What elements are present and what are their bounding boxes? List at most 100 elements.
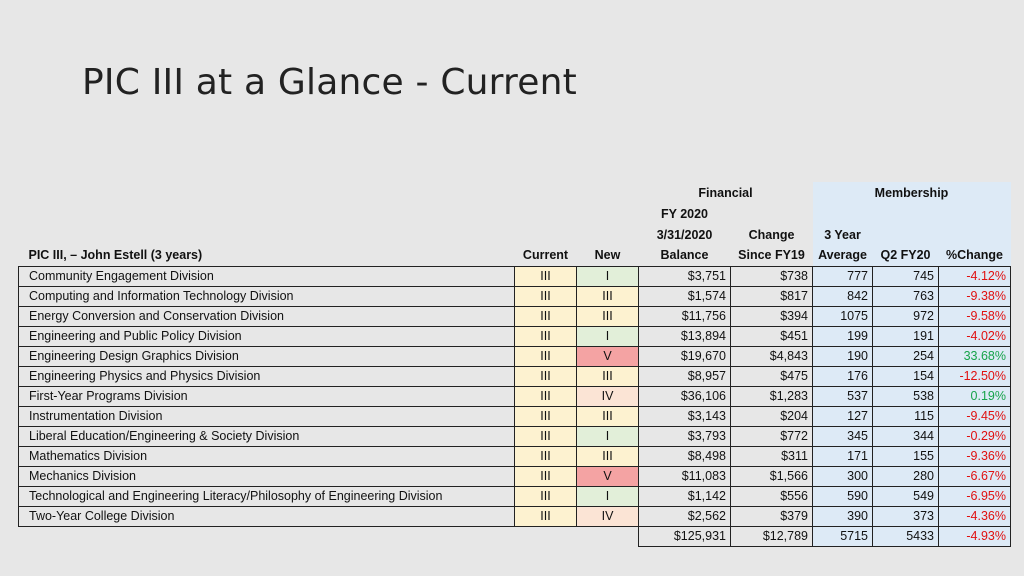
change-since-fy19: $738: [730, 265, 813, 287]
avg-header-line2: Average: [812, 245, 873, 266]
fy2020-balance: $3,143: [638, 405, 731, 427]
table-row: Engineering Design Graphics Division III V…: [18, 345, 1011, 367]
pct-change: -6.67%: [938, 465, 1011, 487]
current-level: III: [514, 425, 577, 447]
fy-header-line1: FY 2020: [660, 206, 709, 221]
total-pct: -4.93%: [938, 525, 1011, 547]
new-level: III: [576, 445, 639, 467]
change-since-fy19: $379: [730, 505, 813, 527]
division-name: Energy Conversion and Conservation Divis…: [18, 305, 515, 327]
table-row: Two-Year College Division III IV $2,562 $379…: [18, 505, 1011, 527]
pct-change: -9.38%: [938, 285, 1011, 307]
three-year-average: 1075: [812, 305, 873, 327]
three-year-average: 300: [812, 465, 873, 487]
fy2020-balance: $1,142: [638, 485, 731, 507]
pct-change: -4.02%: [938, 325, 1011, 347]
table-body: Community Engagement Division III I $3,751 $…: [18, 265, 1011, 527]
total-q2: 5433: [872, 525, 939, 547]
pct-change: -4.36%: [938, 505, 1011, 527]
q2-fy20: 763: [872, 285, 939, 307]
slide-title: PIC III at a Glance - Current: [82, 62, 577, 103]
table-row: First-Year Programs Division III IV $36,106…: [18, 385, 1011, 407]
change-since-fy19: $817: [730, 285, 813, 307]
q2-column-header: Q2 FY20: [872, 245, 939, 266]
fy2020-balance: $11,756: [638, 305, 731, 327]
fy2020-balance: $11,083: [638, 465, 731, 487]
current-level: III: [514, 285, 577, 307]
new-level: V: [576, 465, 639, 487]
new-level: V: [576, 345, 639, 367]
change-since-fy19: $4,843: [730, 345, 813, 367]
new-level: I: [576, 425, 639, 447]
fy2020-balance: $8,498: [638, 445, 731, 467]
pct-change: -9.58%: [938, 305, 1011, 327]
current-level: III: [514, 325, 577, 347]
q2-fy20: 549: [872, 485, 939, 507]
change-since-fy19: $394: [730, 305, 813, 327]
current-level: III: [514, 365, 577, 387]
current-level: III: [514, 385, 577, 407]
three-year-average: 590: [812, 485, 873, 507]
name-column-header: PIC III, – John Estell (3 years): [28, 248, 203, 263]
current-level: III: [514, 445, 577, 467]
current-level: III: [514, 465, 577, 487]
new-level: IV: [576, 385, 639, 407]
fy2020-balance: $1,574: [638, 285, 731, 307]
three-year-average: 390: [812, 505, 873, 527]
q2-fy20: 373: [872, 505, 939, 527]
new-level: III: [576, 305, 639, 327]
three-year-average: 176: [812, 365, 873, 387]
q2-fy20: 972: [872, 305, 939, 327]
current-column-header: Current: [522, 248, 569, 263]
three-year-average: 127: [812, 405, 873, 427]
three-year-average: 345: [812, 425, 873, 447]
pct-column-header: %Change: [938, 245, 1011, 266]
current-level: III: [514, 305, 577, 327]
glance-table: Financial Membership FY 2020 3/31/2020 C…: [18, 182, 1011, 547]
pct-change: -9.45%: [938, 405, 1011, 427]
table-row: Energy Conversion and Conservation Divis…: [18, 305, 1011, 327]
totals-row: $125,931 $12,789 5715 5433 -4.93%: [19, 525, 1011, 547]
pct-change: -0.29%: [938, 425, 1011, 447]
pct-change: -9.36%: [938, 445, 1011, 467]
new-level: IV: [576, 505, 639, 527]
pct-change: -6.95%: [938, 485, 1011, 507]
division-name: Computing and Information Technology Div…: [18, 285, 515, 307]
pct-change: -4.12%: [938, 265, 1011, 287]
three-year-average: 842: [812, 285, 873, 307]
table-row: Liberal Education/Engineering & Society …: [18, 425, 1011, 447]
division-name: Technological and Engineering Literacy/P…: [18, 485, 515, 507]
pct-change: -12.50%: [938, 365, 1011, 387]
three-year-average: 199: [812, 325, 873, 347]
fy2020-balance: $36,106: [638, 385, 731, 407]
current-level: III: [514, 265, 577, 287]
current-level: III: [514, 405, 577, 427]
q2-fy20: 154: [872, 365, 939, 387]
three-year-average: 171: [812, 445, 873, 467]
q2-fy20: 155: [872, 445, 939, 467]
three-year-average: 190: [812, 345, 873, 367]
q2-fy20: 254: [872, 345, 939, 367]
change-header-line2: Since FY19: [738, 248, 805, 263]
q2-fy20: 538: [872, 385, 939, 407]
division-name: Liberal Education/Engineering & Society …: [18, 425, 515, 447]
new-level: III: [576, 285, 639, 307]
table-row: Technological and Engineering Literacy/P…: [18, 485, 1011, 507]
q2-fy20: 344: [872, 425, 939, 447]
change-since-fy19: $1,283: [730, 385, 813, 407]
total-balance: $125,931: [638, 525, 731, 547]
change-since-fy19: $311: [730, 445, 813, 467]
table-row: Engineering Physics and Physics Division…: [18, 365, 1011, 387]
change-header-line1: Change: [748, 227, 795, 242]
membership-group-header: Membership: [812, 182, 1011, 203]
current-level: III: [514, 505, 577, 527]
new-level: I: [576, 325, 639, 347]
current-level: III: [514, 485, 577, 507]
q2-fy20: 745: [872, 265, 939, 287]
pct-change: 0.19%: [938, 385, 1011, 407]
change-since-fy19: $204: [730, 405, 813, 427]
fy2020-balance: $2,562: [638, 505, 731, 527]
change-since-fy19: $451: [730, 325, 813, 347]
new-column-header: New: [594, 248, 621, 263]
division-name: First-Year Programs Division: [18, 385, 515, 407]
